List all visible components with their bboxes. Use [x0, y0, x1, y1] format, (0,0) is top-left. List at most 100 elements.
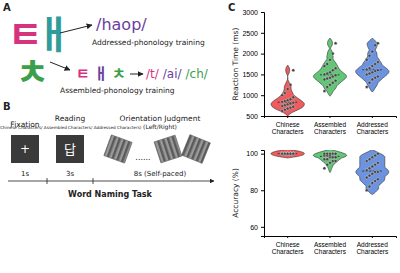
violin [356, 38, 389, 92]
point [289, 102, 292, 105]
point [292, 152, 295, 155]
figure: Aㅌㅐㅊ/haop/Addressed-phonology trainingㅌㅐ… [0, 0, 400, 273]
point [281, 152, 284, 155]
tick-mark [372, 116, 373, 118]
ellipsis: ...... [135, 153, 150, 162]
tick-mark [261, 33, 264, 34]
point [334, 152, 337, 155]
tick: AddressedCharacters [356, 236, 389, 255]
tick-label: AddressedCharacters [356, 241, 389, 255]
tick: 60 [250, 224, 264, 231]
point [365, 176, 368, 179]
point [283, 152, 286, 155]
tick-mark [261, 190, 264, 191]
point [292, 152, 295, 155]
point [331, 52, 334, 55]
tick: 80 [250, 187, 264, 194]
tick: AssembledCharacters [314, 236, 347, 255]
point [292, 101, 295, 104]
point [286, 107, 289, 110]
point [371, 156, 374, 159]
point [374, 63, 377, 66]
point [289, 152, 292, 155]
grating-screen [104, 135, 132, 163]
tick-mark [330, 236, 331, 238]
point [371, 65, 374, 68]
point [368, 72, 371, 75]
tick-mark [287, 116, 288, 118]
point [368, 67, 371, 70]
point [334, 156, 337, 159]
point [289, 152, 292, 155]
tick: 3000 [242, 9, 264, 16]
timeline-divider [47, 178, 48, 184]
tick-label-line: Assembled [314, 241, 347, 248]
phoneme: /ch/ [186, 67, 209, 81]
point [286, 152, 289, 155]
point [374, 70, 377, 73]
point [281, 94, 284, 97]
point [281, 152, 284, 155]
point [286, 152, 289, 155]
point [329, 71, 332, 74]
point [281, 152, 284, 155]
timeline-divider [93, 178, 94, 184]
point [329, 76, 332, 79]
point [289, 106, 292, 109]
point [374, 44, 377, 47]
point [286, 99, 289, 102]
point [323, 65, 326, 68]
point [281, 110, 284, 113]
plot-marks [271, 150, 389, 195]
panel-b: BFixation+Reading(Chinese Characters/ As… [0, 101, 214, 199]
axis-line [261, 13, 265, 117]
x-axis: ChineseCharactersAssembledCharactersAddr… [265, 116, 397, 135]
point [365, 169, 368, 172]
point [334, 67, 337, 70]
point [323, 167, 326, 170]
panel-a: Aㅌㅐㅊ/haop/Addressed-phonology trainingㅌㅐ… [3, 2, 209, 96]
tick: AssembledCharacters [314, 116, 347, 135]
y-axis: 50010001500200025003000 [242, 9, 264, 120]
tick-label: 60 [250, 224, 258, 231]
point [376, 170, 379, 173]
point [281, 105, 284, 108]
phoneme: /ai/ [163, 67, 183, 81]
point [283, 104, 286, 107]
tick-label: 80 [250, 187, 258, 194]
caption: Assembled-phonology training [60, 86, 175, 95]
tick-label-line: Characters [356, 128, 389, 135]
panel-label: C [228, 2, 235, 13]
violin [313, 38, 346, 96]
point [323, 152, 326, 155]
point [286, 103, 289, 106]
tick-label: ChineseCharacters [272, 121, 305, 135]
phoneme: /t/ [146, 67, 160, 81]
arrow [50, 62, 70, 70]
tick-label-line: Characters [272, 248, 305, 255]
point [281, 100, 284, 103]
point [334, 74, 337, 77]
point [323, 78, 326, 81]
point [371, 165, 374, 168]
point [334, 159, 337, 162]
small-jamo: ㅐ [94, 62, 108, 83]
violin [356, 150, 389, 195]
small-jamo: ㅊ [112, 62, 126, 83]
point [368, 54, 371, 57]
point [286, 152, 289, 155]
tick-label: 1000 [242, 92, 258, 99]
point [329, 83, 332, 86]
point [365, 85, 368, 88]
caption: Addressed-phonology training [92, 38, 205, 47]
point [374, 180, 377, 183]
tick-mark [261, 54, 264, 55]
tick: AddressedCharacters [356, 116, 389, 135]
tick-label-line: Chinese [276, 241, 300, 248]
point [292, 96, 295, 99]
tick-label-line: Chinese [276, 121, 300, 128]
point [326, 85, 329, 88]
panel-label: B [3, 101, 11, 112]
chart: 6080100Accuracy (%)ChineseCharactersAsse… [231, 149, 397, 255]
point [286, 152, 289, 155]
